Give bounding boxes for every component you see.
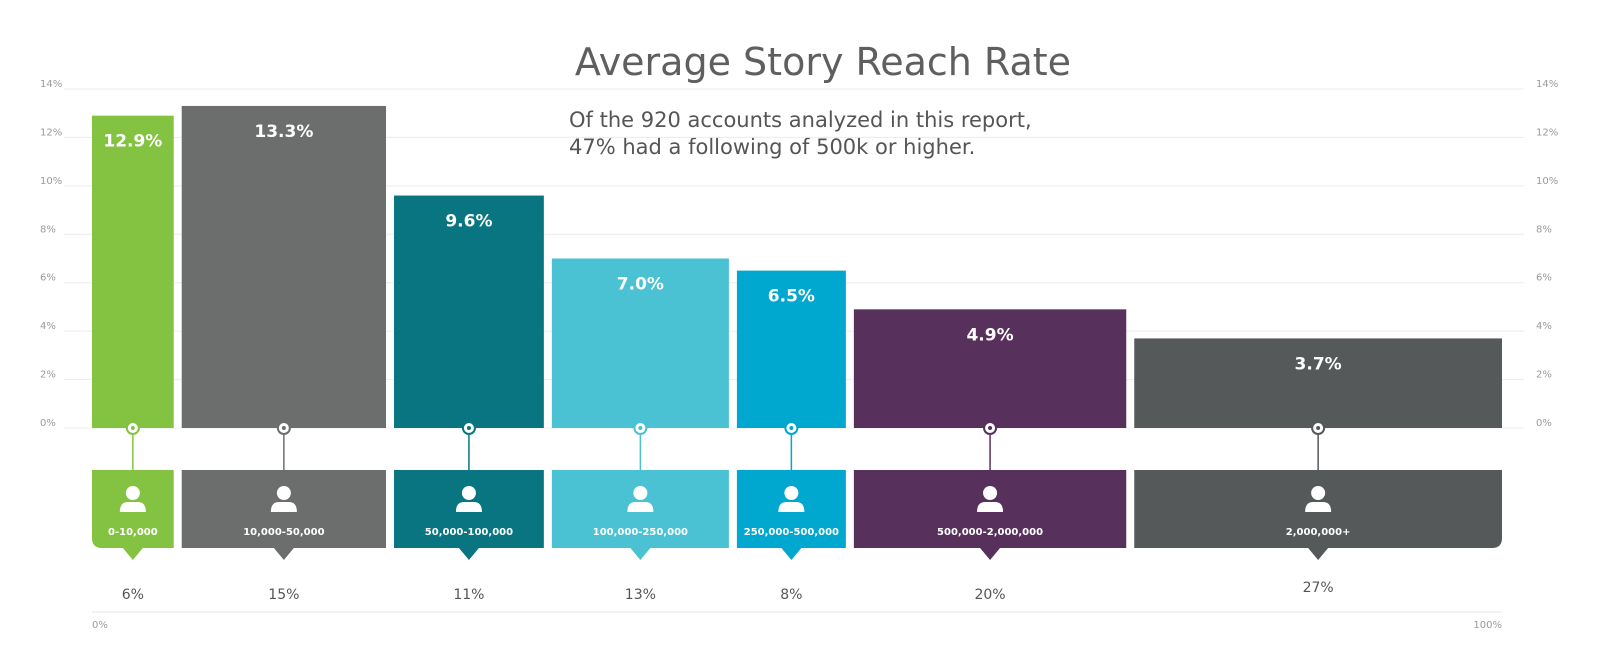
follower-range-label: 250,000-500,000: [744, 527, 839, 538]
follower-range-label: 10,000-50,000: [243, 527, 324, 538]
y-tick-label-left: 2%: [40, 370, 56, 381]
bar: [92, 115, 174, 428]
connector-dot-center: [130, 426, 135, 430]
bar: [736, 270, 846, 428]
bar-value-label: 4.9%: [966, 325, 1013, 345]
user-icon: [778, 486, 805, 512]
follower-range-label: 100,000-250,000: [593, 527, 688, 538]
bar-value-label: 12.9%: [103, 132, 162, 152]
user-icon: [455, 486, 482, 512]
range-block: [181, 470, 387, 560]
account-share-label: 11%: [453, 587, 484, 603]
y-tick-label-left: 8%: [40, 224, 56, 235]
bar: [1134, 338, 1502, 428]
bar: [551, 258, 729, 428]
x-axis-end-label: 100%: [1473, 620, 1502, 631]
account-share-label: 27%: [1303, 580, 1334, 596]
bar-value-label: 7.0%: [617, 275, 664, 295]
bar-value-label: 3.7%: [1295, 354, 1342, 374]
range-block: [551, 470, 729, 560]
subtitle-line-1: Of the 920 accounts analyzed in this rep…: [569, 108, 1032, 132]
bar-group: 7.0% 100,000-250,000 13%: [551, 258, 729, 603]
range-block: [394, 470, 544, 560]
chart-title: Average Story Reach Rate: [575, 40, 1071, 84]
range-block: [1134, 470, 1502, 560]
y-tick-label-right: 14%: [1536, 79, 1558, 90]
range-block: [92, 470, 174, 560]
user-icon: [627, 486, 654, 512]
bar-group: 3.7% 2,000,000+ 27%: [1134, 338, 1502, 596]
connector-dot-center: [466, 426, 471, 430]
bar-group: 9.6% 50,000-100,000 11%: [394, 195, 544, 603]
connector-dot-center: [638, 426, 643, 430]
bar-value-label: 6.5%: [768, 287, 815, 307]
bar: [394, 195, 544, 428]
follower-range-label: 500,000-2,000,000: [937, 527, 1043, 538]
y-tick-label-left: 4%: [40, 321, 56, 332]
y-tick-label-left: 12%: [40, 127, 62, 138]
bar-group: 12.9% 0-10,000 6%: [92, 115, 174, 603]
y-tick-label-right: 0%: [1536, 418, 1552, 429]
connector-dot-center: [988, 426, 993, 430]
bar-value-label: 9.6%: [445, 212, 492, 232]
y-tick-label-left: 0%: [40, 418, 56, 429]
account-share-label: 20%: [974, 587, 1005, 603]
bar-group: 6.5% 250,000-500,000 8%: [736, 270, 846, 603]
bar: [181, 105, 387, 428]
account-share-label: 13%: [625, 587, 656, 603]
y-tick-label-right: 6%: [1536, 273, 1552, 284]
bar-layer: 12.9% 0-10,000 6% 13.3% 10,000-50,000 15% 9.6%…: [92, 105, 1502, 603]
follower-range-label: 0-10,000: [108, 527, 158, 538]
y-tick-label-right: 8%: [1536, 224, 1552, 235]
user-icon: [270, 486, 297, 512]
bar-value-label: 13.3%: [254, 122, 313, 142]
bar-group: 4.9% 500,000-2,000,000 20%: [853, 309, 1127, 603]
subtitle-line-2: 47% had a following of 500k or higher.: [569, 135, 975, 159]
y-tick-label-left: 6%: [40, 273, 56, 284]
y-tick-label-left: 10%: [40, 176, 62, 187]
connector-dot-center: [789, 426, 794, 430]
account-share-label: 15%: [268, 587, 299, 603]
user-icon: [1305, 486, 1332, 512]
follower-range-label: 50,000-100,000: [425, 527, 513, 538]
y-tick-label-right: 2%: [1536, 370, 1552, 381]
y-tick-label-right: 12%: [1536, 127, 1558, 138]
account-share-label: 6%: [122, 587, 144, 603]
y-tick-label-left: 14%: [40, 79, 62, 90]
user-icon: [119, 486, 146, 512]
x-axis-start-label: 0%: [92, 620, 108, 631]
follower-range-label: 2,000,000+: [1286, 527, 1351, 538]
bar-group: 13.3% 10,000-50,000 15%: [181, 105, 387, 603]
range-block: [853, 470, 1127, 560]
y-tick-label-right: 10%: [1536, 176, 1558, 187]
user-icon: [977, 486, 1004, 512]
connector-dot-center: [1316, 426, 1321, 430]
y-tick-label-right: 4%: [1536, 321, 1552, 332]
connector-dot-center: [281, 426, 286, 430]
range-block: [736, 470, 846, 560]
bar: [853, 309, 1127, 428]
account-share-label: 8%: [780, 587, 802, 603]
